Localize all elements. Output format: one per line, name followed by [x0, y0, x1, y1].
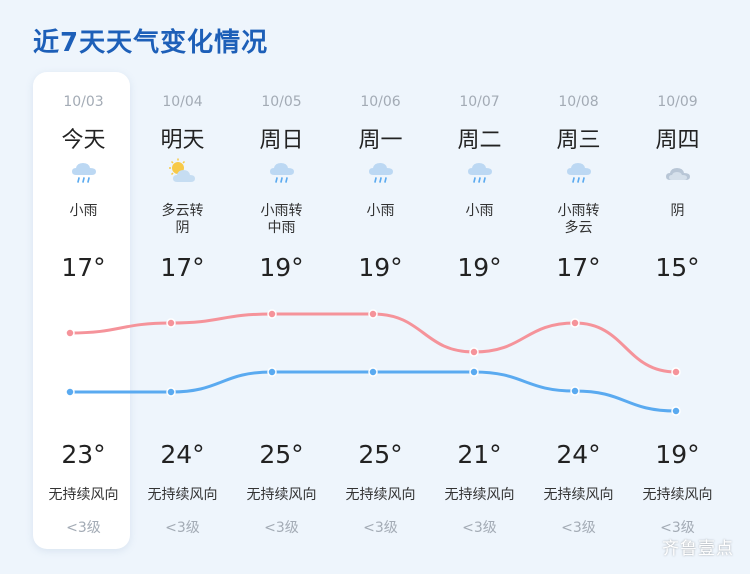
day-name: 今天 — [61, 128, 106, 153]
high-temp-label: 19° — [457, 253, 502, 282]
rain-cloud-icon — [69, 158, 99, 188]
high-temp-line — [69, 312, 677, 374]
high-temp-point — [368, 309, 378, 319]
day-name: 周一 — [358, 128, 403, 153]
day-name: 周二 — [457, 128, 502, 153]
day-column[interactable]: 10/09 周四 阴 15° 19° 无持续风向 <3级 — [628, 0, 727, 574]
low-temp-point — [671, 406, 681, 416]
wind-level: <3级 — [363, 520, 398, 536]
low-temp-point — [368, 367, 378, 377]
day-condition: 阴 — [628, 203, 727, 220]
high-temp-label: 17° — [61, 253, 106, 282]
day-date: 10/09 — [657, 94, 698, 110]
overcast-cloud-icon — [663, 158, 693, 188]
rain-cloud-icon — [267, 158, 297, 188]
wind-level: <3级 — [165, 520, 200, 536]
wind-level: <3级 — [66, 520, 101, 536]
rain-cloud-icon — [564, 158, 594, 188]
day-column[interactable]: 10/05 周日 小雨转 中雨 19° 25° 无持续风向 <3级 — [232, 0, 331, 574]
low-temp-label: 24° — [160, 440, 205, 469]
low-temp-point — [570, 386, 580, 396]
condition-line-1: 多云转 — [161, 203, 204, 219]
wind-direction: 无持续风向 — [48, 487, 119, 503]
wind-direction: 无持续风向 — [444, 487, 515, 503]
day-name: 周三 — [556, 128, 601, 153]
day-condition: 小雨转 多云 — [529, 203, 628, 237]
rain-cloud-icon — [366, 158, 396, 188]
wind-level: <3级 — [660, 520, 695, 536]
day-column[interactable]: 10/03 今天 小雨 17° 23° 无持续风向 <3级 — [34, 0, 133, 574]
condition-line-1: 小雨 — [465, 203, 494, 219]
day-date: 10/06 — [360, 94, 401, 110]
wind-direction: 无持续风向 — [147, 487, 218, 503]
low-temp-label: 21° — [457, 440, 502, 469]
high-temp-label: 17° — [160, 253, 205, 282]
day-condition: 小雨 — [34, 203, 133, 220]
day-column[interactable]: 10/04 明天 多云转 阴 17° 24° 无持续风向 <3级 — [133, 0, 232, 574]
high-temp-label: 19° — [358, 253, 403, 282]
condition-line-2: 中雨 — [267, 220, 296, 236]
condition-line-1: 阴 — [670, 203, 685, 219]
wind-level: <3级 — [264, 520, 299, 536]
high-temp-point — [671, 367, 681, 377]
low-temp-label: 24° — [556, 440, 601, 469]
page-title: 近7天天气变化情况 — [33, 28, 269, 58]
condition-line-2: 多云 — [564, 220, 593, 236]
day-name: 周日 — [259, 128, 304, 153]
low-temp-point — [267, 367, 277, 377]
day-date: 10/03 — [63, 94, 104, 110]
low-temp-point — [166, 387, 176, 397]
low-temp-label: 25° — [358, 440, 403, 469]
day-name: 明天 — [160, 128, 205, 153]
high-temp-label: 15° — [655, 253, 700, 282]
condition-line-2: 阴 — [175, 220, 190, 236]
condition-line-1: 小雨 — [366, 203, 395, 219]
day-column[interactable]: 10/07 周二 小雨 19° 21° 无持续风向 <3级 — [430, 0, 529, 574]
day-column[interactable]: 10/06 周一 小雨 19° 25° 无持续风向 <3级 — [331, 0, 430, 574]
day-date: 10/07 — [459, 94, 500, 110]
low-temp-point — [65, 387, 75, 397]
wind-level: <3级 — [462, 520, 497, 536]
wind-direction: 无持续风向 — [345, 487, 416, 503]
high-temp-point — [570, 318, 580, 328]
condition-line-1: 小雨转 — [260, 203, 303, 219]
rain-cloud-icon — [465, 158, 495, 188]
day-name: 周四 — [655, 128, 700, 153]
watermark: 齐鲁壹点 — [662, 539, 734, 559]
low-temp-point — [469, 367, 479, 377]
day-condition: 小雨转 中雨 — [232, 203, 331, 237]
wind-level: <3级 — [561, 520, 596, 536]
low-temp-line — [70, 370, 677, 413]
high-temp-point — [65, 328, 75, 338]
wind-direction: 无持续风向 — [642, 487, 713, 503]
day-date: 10/05 — [261, 94, 302, 110]
high-temp-label: 17° — [556, 253, 601, 282]
wind-direction: 无持续风向 — [246, 487, 317, 503]
low-temp-label: 23° — [61, 440, 106, 469]
day-column[interactable]: 10/08 周三 小雨转 多云 17° 24° 无持续风向 <3级 — [529, 0, 628, 574]
high-temp-point — [267, 309, 277, 319]
high-temp-point — [166, 318, 176, 328]
condition-line-1: 小雨转 — [557, 203, 600, 219]
day-condition: 小雨 — [331, 203, 430, 220]
today-card — [33, 72, 130, 549]
day-date: 10/08 — [558, 94, 599, 110]
day-date: 10/04 — [162, 94, 203, 110]
wind-direction: 无持续风向 — [543, 487, 614, 503]
day-condition: 多云转 阴 — [133, 203, 232, 237]
low-temp-label: 25° — [259, 440, 304, 469]
condition-line-1: 小雨 — [69, 203, 98, 219]
partly-cloudy-icon — [168, 158, 198, 188]
day-condition: 小雨 — [430, 203, 529, 220]
low-temp-label: 19° — [655, 440, 700, 469]
high-temp-point — [469, 347, 479, 357]
high-temp-label: 19° — [259, 253, 304, 282]
